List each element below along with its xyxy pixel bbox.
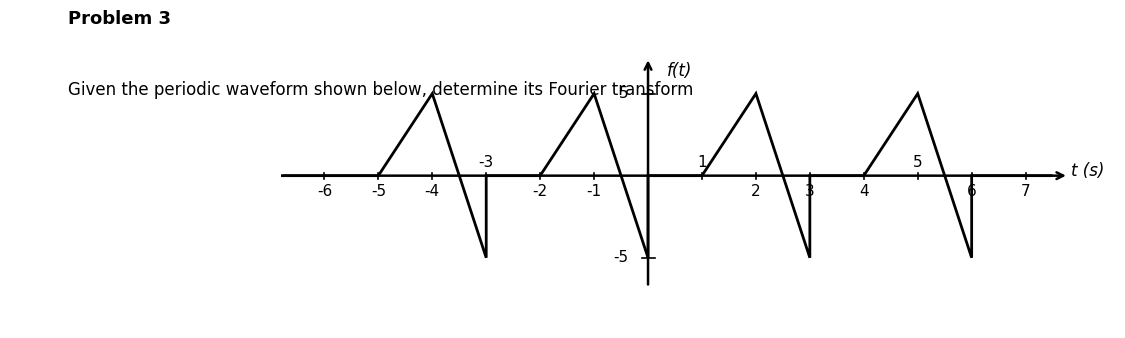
Text: -1: -1 [586, 184, 602, 199]
Text: 4: 4 [860, 184, 868, 199]
Text: -2: -2 [532, 184, 548, 199]
Text: 5: 5 [912, 155, 922, 170]
Text: -4: -4 [425, 184, 440, 199]
Text: 6: 6 [966, 184, 976, 199]
Text: 2: 2 [752, 184, 760, 199]
Text: f(t): f(t) [667, 63, 692, 80]
Text: 5: 5 [619, 86, 628, 101]
Text: -6: -6 [317, 184, 332, 199]
Text: Given the periodic waveform shown below, determine its Fourier transform: Given the periodic waveform shown below,… [68, 81, 693, 99]
Text: Problem 3: Problem 3 [68, 10, 171, 28]
Text: t (s): t (s) [1071, 162, 1105, 180]
Text: 3: 3 [806, 184, 814, 199]
Text: -5: -5 [613, 250, 628, 265]
Text: -5: -5 [371, 184, 386, 199]
Text: 7: 7 [1020, 184, 1030, 199]
Text: -3: -3 [478, 155, 494, 170]
Text: 1: 1 [698, 155, 706, 170]
